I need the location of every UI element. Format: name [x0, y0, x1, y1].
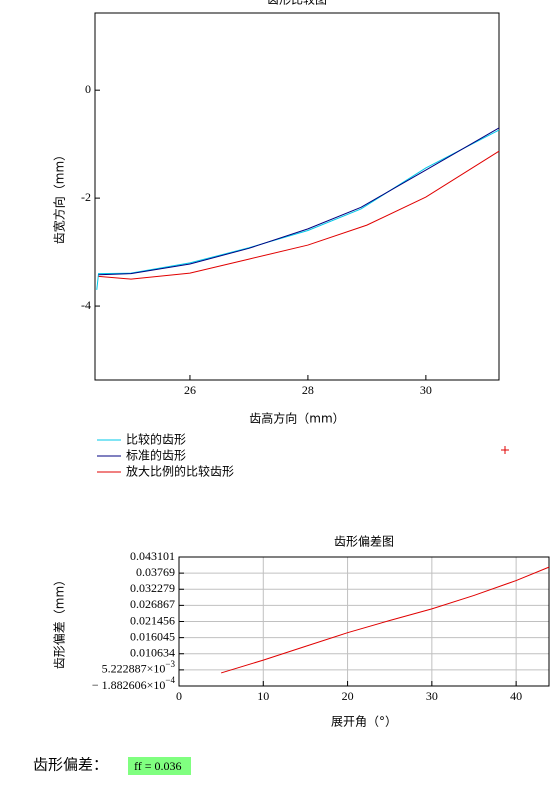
plot-frame: [94, 12, 500, 381]
legend-label: 标准的齿形: [126, 448, 186, 463]
series-line: [96, 129, 500, 290]
y-tick-label: 0.032279: [130, 581, 175, 595]
marker: [501, 446, 509, 454]
x-axis-label: 齿高方向（mm）: [249, 411, 344, 426]
x-tick-label: 30: [420, 383, 432, 397]
y-tick-label: 0: [85, 82, 91, 96]
y-tick-label: 0.043101: [130, 549, 175, 563]
x-tick-label: 40: [510, 689, 522, 703]
x-tick-label: 30: [426, 689, 438, 703]
series-line: [220, 566, 550, 674]
y-tick-label: 0.03769: [136, 565, 175, 579]
x-axis-label: 展开角（°）: [331, 715, 397, 729]
y-tick-label: 0.026867: [130, 597, 175, 611]
x-tick-label: 26: [184, 383, 196, 397]
y-tick-label: 0.010634: [130, 646, 175, 660]
x-tick-label: 0: [176, 689, 182, 703]
y-axis-label: 齿形偏差（mm）: [52, 574, 67, 669]
tick-exponent: −3: [165, 659, 175, 669]
x-tick-label: 20: [342, 689, 354, 703]
series-line: [98, 150, 500, 280]
y-tick-label: -2: [81, 190, 91, 204]
y-tick-label: 0.016045: [130, 629, 175, 643]
tick-exponent: −4: [165, 675, 175, 685]
chart-title: 齿形偏差图: [334, 534, 394, 549]
x-tick-label: 10: [257, 689, 269, 703]
result-text: ff = 0.036: [134, 759, 182, 773]
result-label: 齿形偏差：: [33, 756, 108, 774]
x-tick-label: 28: [302, 383, 314, 397]
chart-title: 齿形比较图: [267, 0, 327, 7]
legend-label: 放大比例的比较齿形: [126, 464, 234, 479]
legend-label: 比较的齿形: [126, 432, 186, 447]
y-axis-label: 齿宽方向（mm）: [52, 149, 67, 244]
plot-frame: [178, 556, 550, 687]
y-tick-label: 5.222887×10−3: [102, 659, 176, 676]
y-tick-label: − 1.882606×10−4: [92, 675, 176, 692]
y-tick-label: -4: [81, 298, 91, 312]
result-box: [128, 757, 191, 775]
y-tick-label: 0.021456: [130, 613, 175, 627]
series-line: [98, 127, 500, 276]
